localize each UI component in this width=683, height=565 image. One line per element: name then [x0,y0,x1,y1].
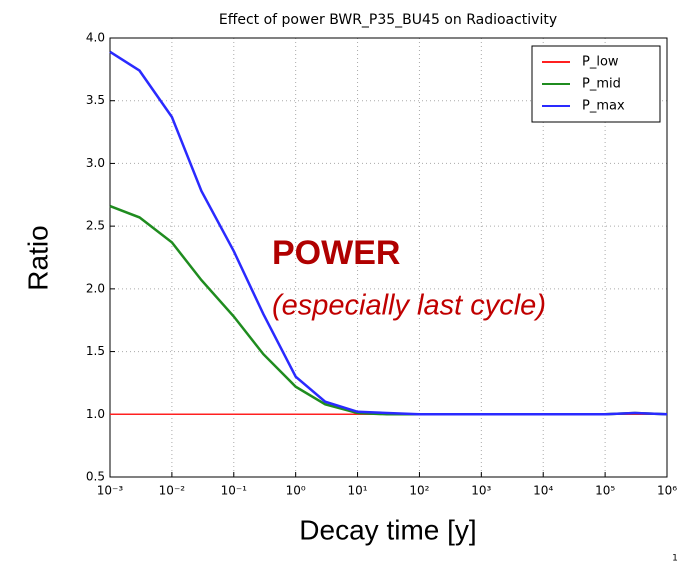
x-tick-label: 10⁻³ [97,484,124,498]
slide-number: 1 [672,554,678,564]
legend-label: P_low [582,55,619,70]
x-tick-label: 10³ [471,484,491,498]
y-tick-label: 0.5 [86,470,105,484]
legend-label: P_max [582,99,625,114]
plot-frame [109,37,668,478]
x-tick-label: 10⁶ [657,484,677,498]
x-tick-label: 10⁰ [286,484,306,498]
y-tick-label: 2.0 [86,281,105,295]
x-tick-label: 10⁴ [533,484,553,498]
annotation: (especially last cycle) [272,290,546,322]
x-tick-label: 10¹ [348,484,368,498]
annotation: POWER [272,234,400,272]
y-tick-label: 1.0 [86,407,105,421]
x-tick-label: 10⁻² [159,484,186,498]
x-tick-label: 10² [409,484,429,498]
x-axis-label: Decay time [y] [299,514,476,545]
y-tick-label: 3.0 [86,156,105,170]
y-axis-label: Ratio [22,225,53,290]
y-tick-label: 1.5 [86,344,105,358]
y-tick-label: 3.5 [86,93,105,107]
series-line [109,50,668,416]
chart-title: Effect of power BWR_P35_BU45 on Radioact… [219,12,557,28]
y-tick-label: 2.5 [86,219,105,233]
y-tick-label: 4.0 [86,31,105,45]
legend-label: P_mid [582,77,621,92]
x-tick-label: 10⁻¹ [221,484,248,498]
x-tick-label: 10⁵ [595,484,615,498]
